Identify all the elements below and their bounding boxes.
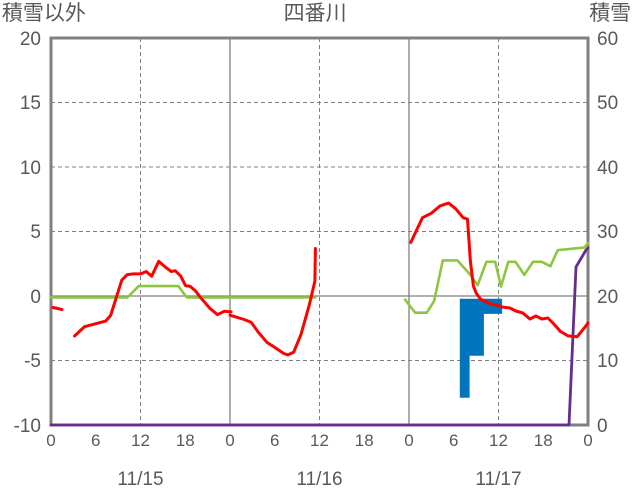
svg-text:20: 20 — [597, 287, 618, 308]
svg-text:0: 0 — [46, 431, 55, 450]
svg-text:0: 0 — [404, 431, 413, 450]
svg-text:20: 20 — [20, 29, 41, 50]
svg-text:11/17: 11/17 — [475, 469, 521, 490]
svg-text:10: 10 — [597, 351, 618, 372]
svg-text:12: 12 — [310, 431, 329, 450]
svg-text:12: 12 — [131, 431, 150, 450]
svg-text:-5: -5 — [24, 351, 41, 372]
svg-text:12: 12 — [489, 431, 508, 450]
svg-text:積雪: 積雪 — [589, 2, 631, 25]
svg-text:5: 5 — [30, 222, 41, 243]
svg-text:15: 15 — [20, 93, 41, 114]
svg-text:0: 0 — [583, 431, 592, 450]
svg-text:6: 6 — [449, 431, 458, 450]
svg-text:6: 6 — [270, 431, 279, 450]
svg-text:18: 18 — [534, 431, 553, 450]
svg-text:40: 40 — [597, 158, 618, 179]
svg-text:0: 0 — [30, 287, 41, 308]
svg-text:11/15: 11/15 — [117, 469, 163, 490]
svg-text:30: 30 — [597, 222, 618, 243]
svg-text:18: 18 — [176, 431, 195, 450]
svg-text:0: 0 — [225, 431, 234, 450]
svg-text:積雪以外: 積雪以外 — [2, 2, 86, 25]
svg-text:11/16: 11/16 — [296, 469, 342, 490]
svg-text:10: 10 — [20, 158, 41, 179]
svg-text:50: 50 — [597, 93, 618, 114]
svg-text:-10: -10 — [14, 416, 41, 437]
svg-text:6: 6 — [91, 431, 100, 450]
svg-text:四番川: 四番川 — [284, 2, 347, 25]
svg-text:60: 60 — [597, 29, 618, 50]
svg-text:18: 18 — [355, 431, 374, 450]
svg-text:0: 0 — [597, 416, 608, 437]
